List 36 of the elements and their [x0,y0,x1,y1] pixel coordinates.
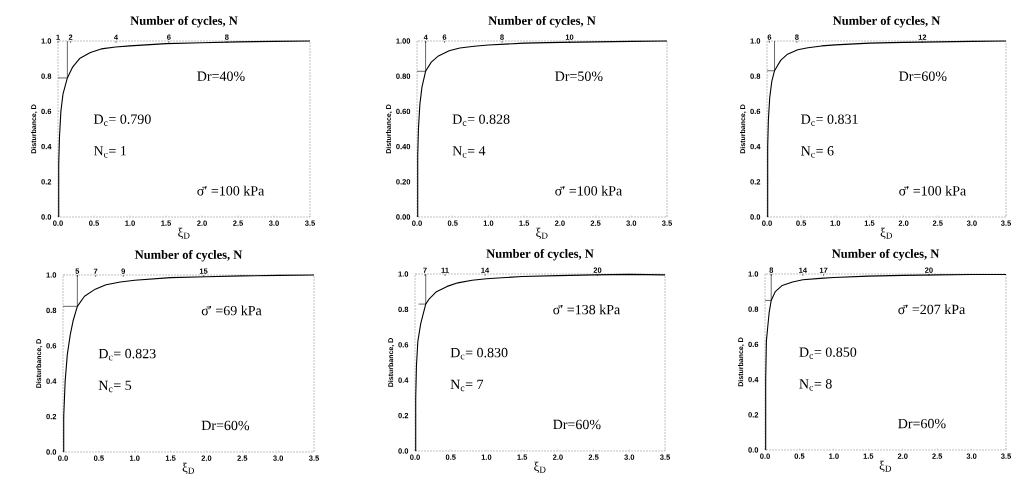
chart-title: Number of cycles, N [832,15,941,28]
annotation: Dr=60% [553,419,601,430]
chart-title: Number of cycles, N [831,248,940,261]
annotation: σ̄′ =138 kPa [553,304,621,315]
annotation: σ̄′ =100 kPa [555,185,623,196]
annotation: N$_{c}$= 1 [93,146,126,158]
annotation: N$_{c}$= 7 [450,379,484,392]
chart-title: Number of cycles, N [134,249,243,262]
annotation: D$_{c}$= 0.830 [450,347,508,360]
x-axis-title: ξ$_{D}$ [178,227,190,240]
annotation: Dr=40% [197,71,245,81]
x-axis-title: ξ$_{D}$ [880,227,893,240]
annotation: D$_{c}$= 0.823 [98,348,156,361]
chart-title: Number of cycles, N [130,15,238,28]
annotation: N$_{c}$= 8 [799,379,832,391]
x-axis-title: ξ$_{D}$ [536,227,548,240]
annotation: Dr=60% [201,420,250,431]
x-axis-title: ξ$_{D}$ [534,461,546,474]
annotation: σ̄′ =100 kPa [899,185,966,196]
annotation: N$_{c}$= 6 [801,146,834,158]
annotation: Dr=50% [555,71,603,81]
chart-title: Number of cycles, N [488,15,596,28]
annotation: N$_{c}$= 5 [98,380,132,393]
x-axis-title: ξ$_{D}$ [182,462,195,475]
x-axis-title: ξ$_{D}$ [879,460,892,473]
chart-title: Number of cycles, N [486,248,594,261]
annotation: D$_{c}$= 0.790 [93,114,151,126]
annotation: N$_{c}$= 4 [452,146,486,158]
annotation: Dr=60% [899,71,947,81]
annotation: D$_{c}$= 0.850 [799,347,857,359]
annotation: D$_{c}$= 0.828 [452,114,510,126]
annotation: σ̄′ =207 kPa [898,304,966,315]
annotation: σ̄′ =69 kPa [201,305,262,316]
annotation: D$_{c}$= 0.831 [801,114,858,126]
annotation: σ̄′ =100 kPa [197,185,265,196]
annotation: Dr=60% [898,418,946,429]
